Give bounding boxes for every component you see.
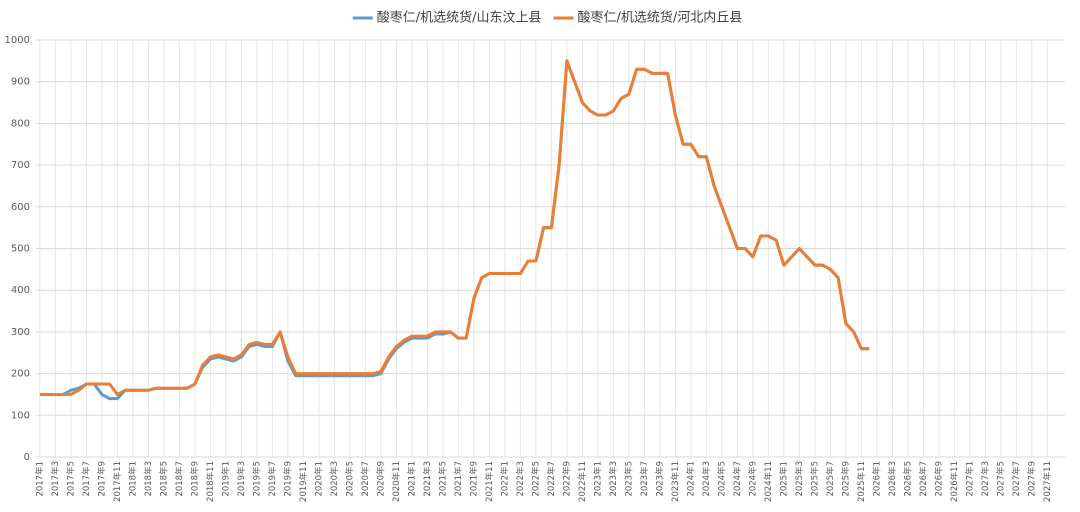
- x-tick-label: 2018年11: [205, 461, 216, 502]
- x-tick-label: 2017年5: [65, 461, 76, 497]
- x-tick-label: 2026年11: [949, 461, 960, 502]
- x-tick-label: 2024年11: [763, 461, 774, 502]
- y-tick-label: 300: [11, 327, 30, 338]
- x-tick-label: 2025年7: [825, 461, 836, 497]
- series-line: [39, 59, 870, 396]
- x-tick-label: 2025年9: [840, 461, 851, 497]
- x-tick-label: 2026年7: [918, 461, 929, 497]
- x-tick-label: 2020年3: [329, 461, 340, 497]
- x-tick-label: 2023年7: [639, 461, 650, 497]
- x-tick-label: 2019年7: [267, 461, 278, 497]
- x-tick-label: 2017年11: [112, 461, 123, 502]
- y-tick-label: 800: [11, 118, 30, 129]
- x-tick-label: 2027年9: [1026, 461, 1037, 497]
- x-tick-label: 2020年11: [391, 461, 402, 502]
- x-tick-label: 2027年3: [980, 461, 991, 497]
- x-tick-label: 2025年3: [794, 461, 805, 497]
- x-tick-label: 2021年11: [484, 461, 495, 502]
- x-tick-label: 2021年3: [422, 461, 433, 497]
- y-tick-label: 0: [24, 452, 30, 463]
- x-tick-label: 2023年1: [592, 461, 603, 497]
- x-tick-label: 2017年9: [96, 461, 107, 497]
- x-tick-label: 2021年7: [453, 461, 464, 497]
- x-tick-label: 2017年7: [81, 461, 92, 497]
- x-tick-label: 2018年3: [143, 461, 154, 497]
- x-tick-label: 2021年9: [468, 461, 479, 497]
- x-tick-label: 2021年1: [406, 461, 417, 497]
- x-tick-label: 2022年5: [530, 461, 541, 497]
- x-tick-label: 2019年5: [251, 461, 262, 497]
- x-tick-label: 2018年9: [189, 461, 200, 497]
- x-tick-label: 2019年9: [282, 461, 293, 497]
- legend-item: 酸枣仁/机选统货/河北内丘县: [553, 10, 743, 26]
- x-tick-label: 2024年3: [701, 461, 712, 497]
- x-tick-label: 2018年5: [158, 461, 169, 497]
- y-tick-label: 1000: [5, 35, 30, 46]
- x-tick-label: 2027年7: [1011, 461, 1022, 497]
- x-tick-label: 2020年9: [375, 461, 386, 497]
- x-tick-label: 2024年5: [716, 461, 727, 497]
- x-tick-label: 2027年1: [964, 461, 975, 497]
- x-tick-label: 2022年1: [499, 461, 510, 497]
- x-tick-label: 2027年11: [1042, 461, 1053, 502]
- x-tick-label: 2021年5: [437, 461, 448, 497]
- x-tick-label: 2025年5: [809, 461, 820, 497]
- legend: 酸枣仁/机选统货/山东汶上县 酸枣仁/机选统货/河北内丘县: [352, 10, 743, 26]
- x-tick-label: 2019年3: [236, 461, 247, 497]
- y-tick-label: 900: [11, 77, 30, 88]
- x-tick-label: 2023年9: [654, 461, 665, 497]
- legend-label: 酸枣仁/机选统货/山东汶上县: [377, 10, 542, 26]
- x-tick-label: 2024年7: [732, 461, 743, 497]
- x-tick-label: 2026年9: [933, 461, 944, 497]
- y-tick-label: 200: [11, 369, 30, 380]
- x-tick-label: 2022年11: [577, 461, 588, 502]
- x-tick-label: 2020年7: [360, 461, 371, 497]
- x-tick-label: 2022年7: [546, 461, 557, 497]
- x-tick-label: 2023年3: [608, 461, 619, 497]
- x-tick-label: 2022年3: [515, 461, 526, 497]
- x-tick-label: 2020年5: [344, 461, 355, 497]
- x-tick-label: 2025年1: [778, 461, 789, 497]
- legend-label: 酸枣仁/机选统货/河北内丘县: [578, 10, 743, 26]
- x-tick-label: 2023年11: [670, 461, 681, 502]
- x-tick-label: 2019年1: [220, 461, 231, 497]
- y-tick-label: 500: [11, 244, 30, 255]
- x-tick-label: 2024年1: [685, 461, 696, 497]
- y-tick-label: 700: [11, 160, 30, 171]
- y-tick-label: 600: [11, 202, 30, 213]
- x-tick-label: 2024年9: [747, 461, 758, 497]
- x-tick-label: 2018年1: [127, 461, 138, 497]
- x-tick-label: 2023年5: [623, 461, 634, 497]
- y-tick-label: 400: [11, 285, 30, 296]
- x-tick-label: 2017年3: [50, 461, 61, 497]
- legend-item: 酸枣仁/机选统货/山东汶上县: [352, 10, 542, 26]
- x-tick-label: 2025年11: [856, 461, 867, 502]
- x-tick-label: 2027年5: [995, 461, 1006, 497]
- x-tick-label: 2022年9: [561, 461, 572, 497]
- x-tick-label: 2017年1: [34, 461, 45, 497]
- x-tick-label: 2020年1: [313, 461, 324, 497]
- x-tick-label: 2026年5: [902, 461, 913, 497]
- x-tick-label: 2026年3: [887, 461, 898, 497]
- x-tick-label: 2018年7: [174, 461, 185, 497]
- x-tick-label: 2026年1: [871, 461, 882, 497]
- x-tick-label: 2019年11: [298, 461, 309, 502]
- y-tick-label: 100: [11, 410, 30, 421]
